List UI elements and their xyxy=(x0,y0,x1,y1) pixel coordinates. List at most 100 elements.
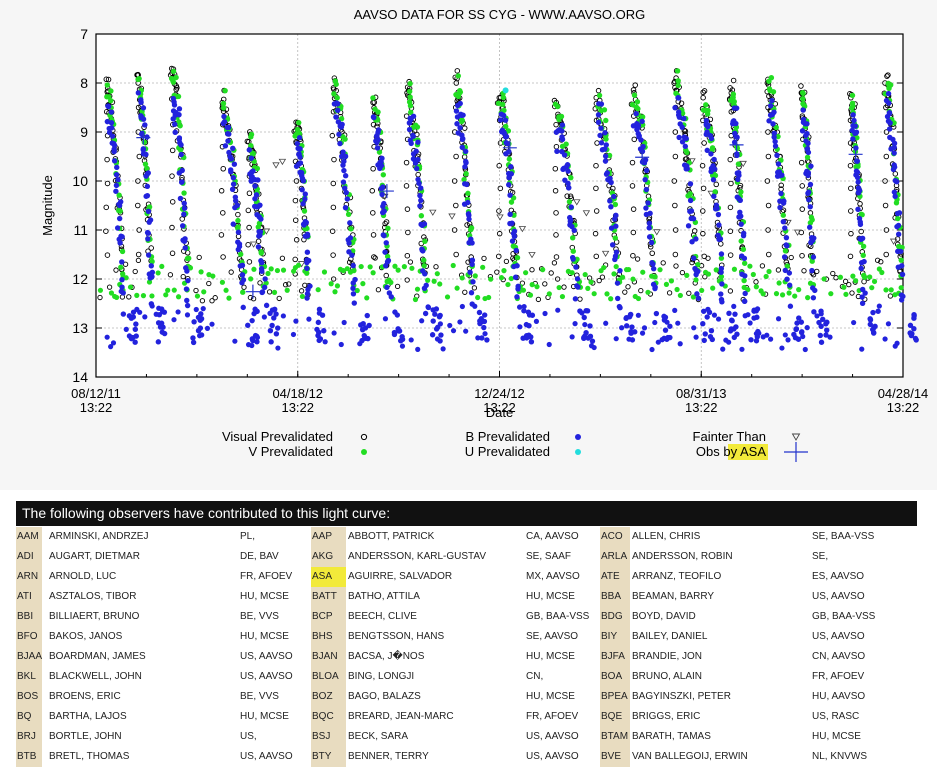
b-point xyxy=(602,146,608,152)
v-point xyxy=(370,95,376,101)
b-point xyxy=(382,316,389,322)
b-point xyxy=(366,322,372,329)
b-point xyxy=(502,117,509,123)
b-point xyxy=(818,323,824,330)
v-point xyxy=(425,277,431,283)
b-point xyxy=(133,321,139,327)
b-point xyxy=(891,162,897,168)
b-point xyxy=(422,310,429,317)
observer-code: BFO xyxy=(16,627,42,647)
visual-point xyxy=(282,282,289,288)
visual-point xyxy=(241,284,247,290)
visual-point xyxy=(679,269,686,276)
legend-highlight xyxy=(728,444,768,460)
b-point xyxy=(176,136,182,143)
v-point xyxy=(505,128,512,134)
v-point xyxy=(149,293,155,299)
v-point xyxy=(334,95,340,101)
b-point xyxy=(521,308,527,314)
v-point xyxy=(566,199,573,205)
b-point xyxy=(322,339,328,345)
b-point xyxy=(664,336,670,342)
b-point xyxy=(351,300,357,306)
b-point xyxy=(111,146,117,152)
b-point xyxy=(190,339,197,346)
v-point xyxy=(163,292,169,298)
b-point xyxy=(687,197,694,204)
b-point xyxy=(406,126,413,133)
visual-point xyxy=(403,159,410,166)
v-point xyxy=(753,284,759,290)
observer-name: ARMINSKI, ANDRZEJ xyxy=(49,531,149,542)
visual-point xyxy=(496,230,503,237)
v-point xyxy=(740,246,747,253)
v-point xyxy=(480,264,486,270)
v-point xyxy=(735,161,742,167)
observer-org: SE, xyxy=(812,551,829,562)
b-point xyxy=(346,240,352,246)
b-point xyxy=(855,206,861,212)
b-point xyxy=(111,158,118,164)
fainter-marker xyxy=(653,229,661,236)
v-point xyxy=(887,82,894,88)
b-point xyxy=(603,320,609,326)
b-point xyxy=(341,167,347,174)
b-point xyxy=(314,326,320,333)
v-point xyxy=(860,252,866,259)
b-point xyxy=(250,168,256,174)
b-point xyxy=(694,291,700,297)
b-point xyxy=(430,318,436,324)
b-point xyxy=(708,151,714,157)
plot-area xyxy=(96,34,903,377)
b-point xyxy=(726,310,732,317)
visual-point xyxy=(245,207,252,214)
b-point xyxy=(123,326,129,332)
b-point xyxy=(114,164,120,171)
v-point xyxy=(392,263,398,269)
observer-code: BTY xyxy=(311,747,346,767)
v-point xyxy=(534,284,540,290)
v-point xyxy=(503,123,509,130)
visual-point xyxy=(593,208,600,214)
v-point xyxy=(437,281,443,287)
v-point xyxy=(540,266,546,273)
observer-name: BRUNO, ALAIN xyxy=(632,671,703,682)
b-point xyxy=(515,283,521,290)
visual-point xyxy=(122,261,129,267)
observer-code: BSJ xyxy=(311,727,346,747)
v-point xyxy=(675,78,681,84)
visual-point xyxy=(298,288,305,294)
b-point xyxy=(275,345,281,351)
visual-point xyxy=(632,82,638,88)
b-point xyxy=(676,134,682,141)
b-point xyxy=(467,269,473,275)
b-point xyxy=(571,227,577,234)
b-point xyxy=(808,163,814,169)
b-point xyxy=(391,329,398,336)
b-point xyxy=(226,131,232,137)
v-point xyxy=(117,208,123,214)
b-point xyxy=(741,298,748,304)
visual-point xyxy=(169,224,175,231)
observer-name: BOARDMAN, JAMES xyxy=(49,651,146,662)
visual-point xyxy=(727,228,734,234)
b-point xyxy=(710,177,717,183)
visual-point xyxy=(629,183,636,189)
b-point xyxy=(602,130,608,136)
visual-point xyxy=(135,178,141,184)
v-point xyxy=(486,294,492,301)
b-point xyxy=(224,124,230,131)
v-point xyxy=(652,274,658,280)
b-point xyxy=(130,334,136,341)
v-point xyxy=(645,289,651,295)
v-point xyxy=(407,109,414,116)
b-point xyxy=(462,148,469,155)
v-point xyxy=(170,68,177,75)
b-point xyxy=(469,301,475,307)
b-point xyxy=(419,318,425,324)
b-point xyxy=(422,271,428,277)
b-point xyxy=(607,198,613,204)
v-point xyxy=(766,268,772,275)
x-tick-label-date: 04/28/14 xyxy=(878,386,929,401)
v-point xyxy=(248,276,254,282)
